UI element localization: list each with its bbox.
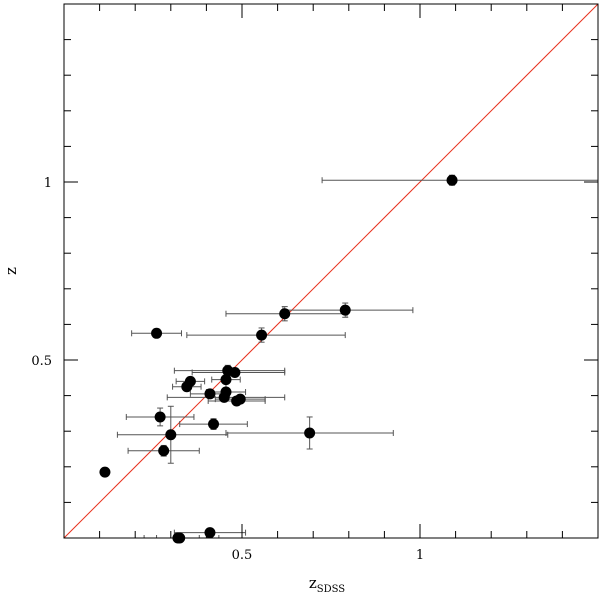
y-tick-label: 0.5 xyxy=(31,354,52,369)
data-point xyxy=(151,327,163,339)
data-point xyxy=(204,527,216,539)
error-bars xyxy=(101,174,598,538)
reference-line-y-equals-x xyxy=(64,4,598,538)
data-point xyxy=(446,174,458,186)
x-axis-label-subscript: SDSS xyxy=(317,584,346,595)
plot-area xyxy=(64,4,598,544)
data-point xyxy=(256,329,268,341)
data-point xyxy=(339,304,351,316)
data-point xyxy=(158,445,170,457)
data-point xyxy=(218,391,230,403)
data-point xyxy=(222,365,234,377)
x-tick-label: 0.5 xyxy=(232,548,253,563)
data-point xyxy=(165,429,177,441)
x-axis-label-main: z xyxy=(309,574,317,592)
data-point xyxy=(204,388,216,400)
x-axis-label: zSDSS xyxy=(309,574,345,595)
data-points xyxy=(99,174,458,544)
data-point xyxy=(231,395,243,407)
data-point xyxy=(208,418,220,430)
axis-ticks xyxy=(64,4,598,538)
x-tick-label: 1 xyxy=(416,548,424,563)
data-point xyxy=(99,466,111,478)
y-tick-label: 1 xyxy=(44,176,52,191)
data-point xyxy=(279,308,291,320)
data-point xyxy=(154,411,166,423)
data-point xyxy=(181,381,193,393)
data-point xyxy=(304,427,316,439)
tick-labels: 0.5 1 0.5 1 xyxy=(31,176,424,563)
plot-frame xyxy=(63,3,599,539)
data-point xyxy=(220,374,232,386)
y-axis-label: z xyxy=(2,267,20,275)
